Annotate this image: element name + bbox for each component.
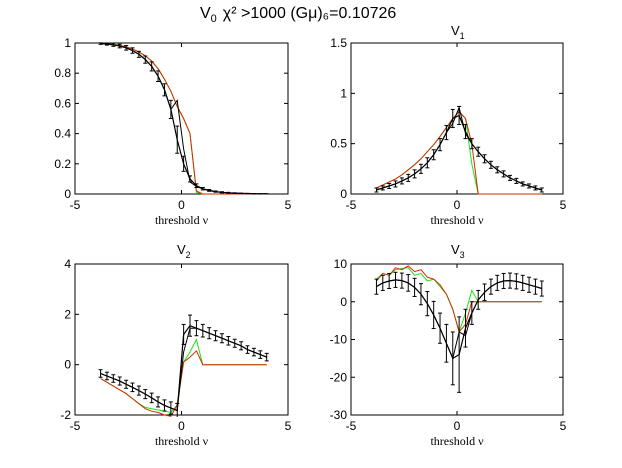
y-tick-label: 2 [64,307,71,321]
x-tick-label: 0 [178,198,185,212]
x-axis-label: threshold ν [155,213,209,227]
x-tick-label: -5 [346,419,357,433]
x-tick-label: 5 [560,419,567,433]
y-tick-label: 0.6 [54,96,71,110]
panel-title-sub: 2 [186,250,191,260]
series-group [374,265,544,393]
panel-title-main: V [451,242,460,257]
y-tick-label: 1 [340,86,347,100]
y-tick-label: 0.4 [54,127,71,141]
panel-title: V1 [451,23,465,41]
x-tick-label: 5 [560,198,567,212]
series-group [98,314,269,417]
panel-title-sub: 3 [460,250,465,260]
x-axis-label: threshold ν [430,213,484,227]
y-tick-label: 0 [64,358,71,372]
x-tick-label: 5 [285,419,292,433]
x-tick-label: -5 [70,419,81,433]
series-group [374,105,544,195]
y-tick-label: 4 [64,257,71,271]
y-tick-label: -30 [330,408,348,422]
x-axis-label: threshold ν [155,434,209,448]
panel-4: -5 0 5 -30 -20 -10 0 10 threshold ν V3 [330,242,567,448]
axes-box [74,42,289,195]
figure-title-prefix-sub: 0 [211,13,217,25]
y-tick-label: 1 [64,36,71,50]
x-tick-label: 0 [454,419,461,433]
figure-title-main: χ² >1000 (Gμ)₆=0.10726 [223,5,397,22]
y-tick-label: 0.5 [330,137,347,151]
figure-title: V0 χ² >1000 (Gμ)₆=0.10726 [200,5,396,25]
y-tick-label: 0.2 [54,157,71,171]
panel-title-sub: 1 [460,31,465,41]
panel-title: V3 [451,242,465,260]
y-tick-label: 0.8 [54,66,71,80]
series-line-red [100,349,267,417]
panel-title-main: V [177,242,186,257]
x-tick-label: 0 [178,419,185,433]
axes-box [74,263,289,416]
x-tick-label: -5 [70,198,81,212]
y-tick-label: 10 [334,257,348,271]
figure-title-prefix: V [200,5,211,22]
x-axis-label: threshold ν [430,434,484,448]
series-group [98,42,269,195]
axes-box [350,42,564,195]
y-tick-label: -10 [330,333,348,347]
panel-title: V2 [177,242,191,260]
x-tick-label: -5 [346,198,357,212]
y-tick-label: 0 [64,187,71,201]
y-tick-label: -2 [60,408,71,422]
x-tick-label: 0 [454,198,461,212]
y-tick-label: 0 [340,187,347,201]
panel-title-main: V [451,23,460,38]
series-line-red [100,43,267,195]
y-tick-label: 1.5 [330,36,347,50]
y-tick-label: -20 [330,370,348,384]
y-tick-label: 0 [340,295,347,309]
x-tick-label: 5 [285,198,292,212]
